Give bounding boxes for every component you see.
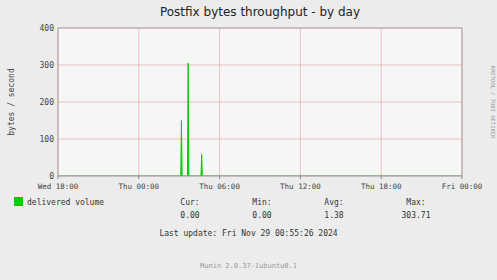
- x-tick-label: Fri 00:00: [442, 182, 483, 191]
- x-tick-label: Thu 12:00: [280, 182, 321, 191]
- x-tick: [138, 176, 139, 179]
- x-tick: [300, 176, 301, 179]
- x-tick: [462, 176, 463, 179]
- data-group: [58, 63, 462, 176]
- title: Postfix bytes throughput - by day: [160, 5, 360, 19]
- side-note: RRDTOOL / TOBI OETIKER: [490, 66, 496, 140]
- grid-line-y: [58, 102, 462, 103]
- plot-background: [58, 28, 462, 176]
- y-tick-label: 0: [49, 172, 54, 181]
- stat-value: 0.00: [180, 211, 199, 220]
- stat-label: Min:: [252, 198, 271, 207]
- last-update: Last update: Fri Nov 29 00:55:26 2024: [159, 229, 337, 238]
- y-axis-label: bytes / second: [7, 68, 16, 136]
- x-tick-label: Thu 18:00: [361, 182, 402, 191]
- grid-line-x: [219, 28, 220, 176]
- chart: Postfix bytes throughput - by day 0 100 200…: [0, 0, 497, 280]
- y-tick-label: 200: [40, 98, 55, 107]
- stat-label: Cur:: [180, 198, 199, 207]
- x-tick-label: Wed 18:00: [38, 182, 79, 191]
- stat-value: 303.71: [402, 211, 431, 220]
- x-tick: [219, 176, 220, 179]
- grid-line-y: [58, 139, 462, 140]
- plot-frame: [58, 28, 462, 176]
- x-tick: [58, 176, 59, 179]
- grid-line-y: [58, 65, 462, 66]
- stat-label: Avg:: [324, 198, 343, 207]
- legend-swatch: [14, 197, 23, 206]
- grid-line-x: [300, 28, 301, 176]
- x-tick-label: Thu 06:00: [199, 182, 240, 191]
- y-tick-label: 400: [40, 24, 55, 33]
- grid-line-x: [138, 28, 139, 176]
- y-tick-label: 300: [40, 61, 55, 70]
- stat-value: 0.00: [252, 211, 271, 220]
- legend-label: delivered volume: [27, 198, 104, 207]
- stat-label: Max:: [406, 198, 425, 207]
- area: [58, 63, 462, 176]
- stat-value: 1.38: [324, 211, 343, 220]
- version-note: Munin 2.0.37-1ubuntu0.1: [200, 262, 297, 270]
- x-tick: [381, 176, 382, 179]
- y-tick-label: 100: [40, 135, 55, 144]
- x-tick-label: Thu 00:00: [118, 182, 159, 191]
- grid-line-x: [381, 28, 382, 176]
- grid: [58, 28, 462, 176]
